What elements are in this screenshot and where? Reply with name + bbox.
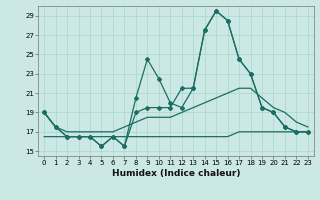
X-axis label: Humidex (Indice chaleur): Humidex (Indice chaleur) — [112, 169, 240, 178]
